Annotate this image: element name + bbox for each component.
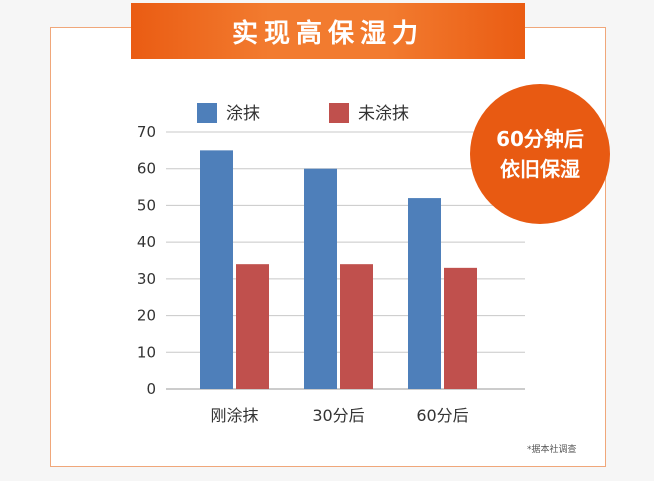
footnote: *据本社调查 [527,445,577,455]
y-tick-label: 60 [137,160,156,178]
y-tick-label: 40 [137,233,156,251]
x-axis-ticks: 刚涂抹 30分后 60分后 [210,406,468,425]
bar-not-applied [340,264,373,389]
bar-not-applied [444,267,477,389]
x-tick-label: 60分后 [416,406,468,425]
bar-applied [304,168,337,389]
x-tick-label: 刚涂抹 [210,406,258,425]
banner-title: 实现高保湿力 [131,3,525,59]
legend-swatch [197,103,217,123]
bar-applied [200,150,233,389]
y-axis-ticks: 0 10 20 30 40 50 60 70 [137,123,156,398]
y-tick-label: 70 [137,123,156,141]
badge-circle: 60分钟后 依旧保湿 [470,84,610,224]
y-tick-label: 0 [146,380,156,398]
y-tick-label: 20 [137,307,156,325]
y-tick-label: 30 [137,270,156,288]
badge-line-1: 60分钟后 [496,127,584,151]
x-tick-label: 30分后 [312,406,364,425]
badge-line-2: 依旧保湿 [500,157,580,181]
y-tick-label: 50 [137,196,156,214]
legend-label: 涂抹 [226,104,260,124]
legend: 涂抹 未涂抹 [197,103,409,124]
legend-label: 未涂抹 [358,104,409,124]
bars [200,150,477,389]
y-tick-label: 10 [137,343,156,361]
bar-applied [408,198,441,389]
bar-not-applied [236,264,269,389]
legend-swatch [329,103,349,123]
